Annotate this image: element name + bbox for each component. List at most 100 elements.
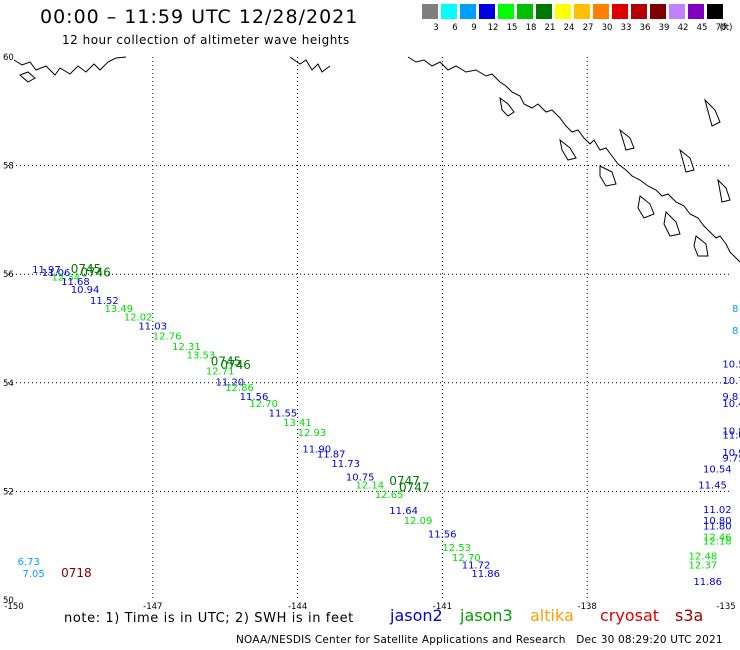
legend-swatch <box>555 4 571 19</box>
pass-time-label: 0747 <box>389 474 420 488</box>
wave-height-label: 10.4 <box>722 399 740 410</box>
longitude-label: -135 <box>716 602 735 612</box>
chart-subtitle: 12 hour collection of altimeter wave hei… <box>62 33 350 47</box>
wave-height-label: 11.55 <box>269 408 298 419</box>
wave-height-label: 11.97 <box>32 265 61 276</box>
legend-swatch <box>441 4 457 19</box>
pass-time-label: 0745 <box>71 262 102 276</box>
legend-swatch <box>707 4 723 19</box>
longitude-label: -150 <box>4 602 23 612</box>
legend-swatch <box>593 4 609 19</box>
wave-height-label: 12.14 <box>356 481 385 492</box>
legend-label: 12 <box>487 23 499 33</box>
wave-height-label: 10.94 <box>71 285 100 296</box>
credit-text: NOAA/NESDIS Center for Satellite Applica… <box>236 634 566 646</box>
legend-label: 39 <box>658 23 670 33</box>
latitude-label: 56 <box>3 270 14 280</box>
wave-height-label: 7.05 <box>22 569 44 580</box>
footer-note: note: 1) Time is in UTC; 2) SWH is in fe… <box>64 611 354 626</box>
legend-swatch <box>631 4 647 19</box>
wave-height-label: 12.65 <box>375 490 404 501</box>
wave-height-label: 13.49 <box>105 304 134 315</box>
pass-time-label: 0746 <box>220 358 251 372</box>
legend-swatch <box>669 4 685 19</box>
wave-height-label: 10.80 <box>722 426 740 437</box>
wave-height-label: 12.31 <box>172 342 201 353</box>
satellite-altika: altika <box>530 606 574 625</box>
wave-height-label: 12.70 <box>249 399 278 410</box>
pass-time-label: 0718 <box>61 566 92 580</box>
wave-height-label: 11.90 <box>302 444 331 455</box>
coastline <box>13 56 740 263</box>
wave-height-label: 9.75 <box>722 454 740 465</box>
wave-height-label: 11.56 <box>240 392 269 403</box>
wave-height-label: 12.71 <box>206 367 235 378</box>
pass-time-label: 0746 <box>80 265 111 279</box>
wave-height-label: 11.64 <box>389 506 418 517</box>
legend-label: 30 <box>601 23 613 33</box>
latitude-label: 60 <box>3 53 14 63</box>
legend-label: 36 <box>639 23 651 33</box>
longitude-label: -147 <box>143 602 162 612</box>
legend-label: 42 <box>677 23 689 33</box>
wave-height-label: 13.41 <box>283 418 312 429</box>
wave-height-label: 11.80 <box>703 521 732 532</box>
legend-swatch <box>536 4 552 19</box>
legend-swatch <box>422 4 438 19</box>
legend-swatch <box>479 4 495 19</box>
legend-swatch <box>688 4 704 19</box>
legend-swatch <box>574 4 590 19</box>
legend-label: 15 <box>506 23 518 33</box>
wave-height-label: 11.45 <box>698 481 727 492</box>
wave-height-label: 12.76 <box>153 331 182 342</box>
legend-label: 24 <box>563 23 575 33</box>
legend-label: 3 <box>433 23 439 33</box>
legend-label: 6 <box>452 23 458 33</box>
legend-swatch <box>498 4 514 19</box>
wave-height-label: 8 <box>732 304 738 315</box>
longitude-label: -141 <box>433 602 452 612</box>
legend-swatch <box>517 4 533 19</box>
wave-height-label: 11.20 <box>216 378 245 389</box>
wave-height-label: 6.73 <box>18 557 40 568</box>
wave-height-label: 10.80 <box>703 516 732 527</box>
wave-height-label: 11.52 <box>90 296 119 307</box>
graticule <box>8 57 732 600</box>
legend-swatch <box>612 4 628 19</box>
axis-labels: -150 -147 -144 -141 -138 -135 60 58 56 54 52 50 <box>3 53 736 612</box>
wave-height-label: 12.93 <box>298 428 327 439</box>
satellite-cryosat: cryosat <box>600 606 660 625</box>
wave-height-label: 12.18 <box>703 537 732 548</box>
legend-label: 27 <box>582 23 594 33</box>
credit-line: NOAA/NESDIS Center for Satellite Applica… <box>236 634 723 646</box>
wave-height-label: 12.86 <box>225 383 254 394</box>
wave-height-label: 10.5 <box>722 360 740 371</box>
satellite-jason2: jason2 <box>390 606 443 625</box>
wave-height-label: 11.72 <box>462 561 491 572</box>
wave-height-label: 12.34 <box>51 273 80 284</box>
wave-height-label: 11.02 <box>703 505 732 516</box>
chart-title: 00:00 – 11:59 UTC 12/28/2021 <box>40 6 359 28</box>
legend-label: 21 <box>544 23 556 33</box>
legend-label: 9 <box>471 23 477 33</box>
latitude-label: 58 <box>3 162 14 172</box>
wave-height-label: 9.8 <box>722 392 738 403</box>
legend-swatch <box>650 4 666 19</box>
pass-time-label: 0745 <box>211 354 242 368</box>
wave-height-label: 11.73 <box>331 459 360 470</box>
longitude-label: -144 <box>288 602 307 612</box>
wave-height-label: 10.94 <box>722 448 740 459</box>
wave-height-label: 12.09 <box>404 516 433 527</box>
latitude-label: 50 <box>3 596 14 606</box>
wave-height-label: 11.68 <box>61 277 90 288</box>
wave-height-label: 12.37 <box>689 561 718 572</box>
wave-height-label: 10.75 <box>346 473 375 484</box>
legend-label: 70 <box>715 23 727 33</box>
wave-height-label: 11.87 <box>317 450 346 461</box>
wave-height-label: 8 <box>732 326 738 337</box>
wave-height-label: 11.86 <box>471 569 500 580</box>
legend-label: 18 <box>525 23 537 33</box>
satellite-s3a: s3a <box>675 606 704 625</box>
